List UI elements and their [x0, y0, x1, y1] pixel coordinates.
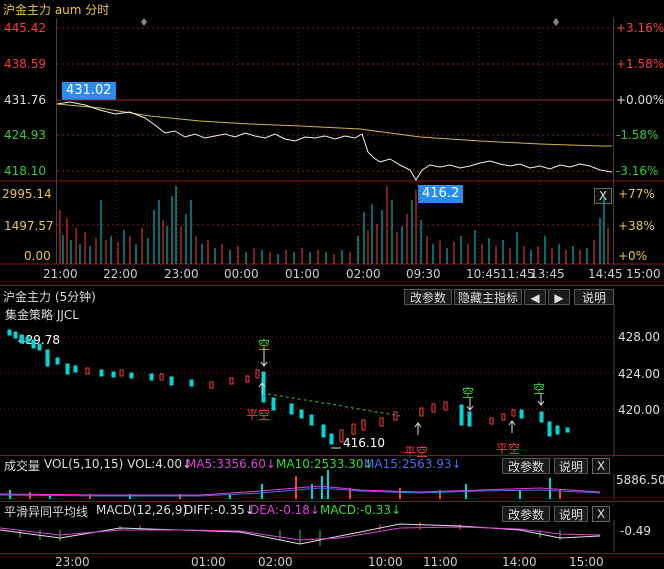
time-label: 11:00: [423, 555, 458, 569]
vol-ma10: MA10:2533.30↓: [276, 457, 374, 471]
time-label: 01:00: [285, 267, 320, 281]
cover-signal: 平空: [246, 408, 271, 422]
pct-label: +1.58%: [616, 57, 664, 71]
kline-title: 沪金主力 (5分钟): [3, 290, 96, 304]
time-label: 00:00: [224, 267, 259, 281]
vol-ma5: MA5:3356.60↓: [186, 457, 276, 471]
volume-label: 1497.57: [4, 219, 54, 233]
cover-signal: 平空: [496, 442, 521, 456]
volume-cursor-tag: 416.2: [418, 185, 464, 203]
macd-value-label: -0.49: [620, 524, 652, 538]
time-label: 01:00: [191, 555, 226, 569]
vol-value-label: 5886.50: [616, 473, 664, 487]
time-label: 22:00: [103, 267, 138, 281]
kline-price-label: 420.00: [618, 403, 660, 417]
help-button[interactable]: 说明: [574, 289, 614, 305]
time-label: 23:00: [55, 555, 90, 569]
macd-value: MACD:-0.33↓: [320, 503, 402, 517]
time-label: 15:00: [569, 555, 604, 569]
volume-pct-label: +77%: [618, 187, 655, 201]
vol-close-button[interactable]: X: [592, 458, 610, 474]
price-label: 438.59: [4, 57, 46, 71]
close-button[interactable]: X: [594, 188, 612, 204]
prev-button[interactable]: ◀: [524, 289, 546, 305]
pct-label: -3.16%: [616, 164, 659, 178]
macd-help-button[interactable]: 说明: [554, 506, 588, 522]
volume-label: 2995.14: [2, 187, 52, 201]
time-label: 09:30: [406, 267, 441, 281]
pct-label: +0.00%: [616, 93, 664, 107]
macd-panel-divider: [0, 501, 664, 502]
macd-dea: DEA:-0.18↓: [250, 503, 320, 517]
sell-signal: 空: [462, 386, 475, 400]
time-label: 15:00: [626, 267, 661, 281]
macd-diff: DIFF:-0.35↓: [184, 503, 255, 517]
pct-label: +3.16%: [616, 21, 664, 35]
low-label: 416.10: [343, 436, 385, 450]
vol-indicator: VOL(5,10,15) VOL:4.00↓: [44, 457, 193, 471]
time-label: 10:00: [368, 555, 403, 569]
time-label: 11:45: [500, 267, 535, 281]
price-label: 431.76: [4, 93, 46, 107]
macd-edit-params-button[interactable]: 改参数: [502, 506, 550, 522]
macd-close-button[interactable]: X: [592, 506, 610, 522]
vol-edit-params-button[interactable]: 改参数: [502, 458, 550, 474]
time-label: 21:00: [43, 267, 78, 281]
pct-label: -1.58%: [616, 128, 659, 142]
time-label: 10:45: [466, 267, 501, 281]
hide-main-indicator-button[interactable]: 隐藏主指标: [454, 289, 522, 305]
kline-price-label: 428.00: [618, 330, 660, 344]
time-label: 13:45: [530, 267, 565, 281]
time-label: 23:00: [164, 267, 199, 281]
time-label: 02:00: [258, 555, 293, 569]
time-label: 14:00: [502, 555, 537, 569]
time-label: 14:45: [588, 267, 623, 281]
intraday-chart: [0, 18, 664, 265]
chart-title: 沪金主力 aum 分时: [3, 3, 110, 17]
sell-signal: 空: [258, 338, 271, 352]
vol-help-button[interactable]: 说明: [554, 458, 588, 474]
top-border-right: [613, 18, 614, 264]
panel-divider: [0, 285, 664, 286]
bottom-axis-divider: [0, 553, 664, 554]
price-cursor-tag: 431.02: [62, 82, 116, 100]
next-button[interactable]: ▶: [548, 289, 570, 305]
vol-panel-divider: [0, 455, 664, 456]
vol-ma15: MA15:2563.93↓: [364, 457, 462, 471]
kline-price-label: 424.00: [618, 367, 660, 381]
macd-panel-name: 平滑异同平均线: [4, 505, 89, 519]
strategy-label: 集金策略 JJCL: [5, 308, 79, 322]
price-label: 418.10: [4, 164, 46, 178]
time-label: 02:00: [346, 267, 381, 281]
volume-label: 0.00: [24, 249, 51, 263]
price-label: 445.42: [4, 21, 46, 35]
volume-pct-label: +0%: [618, 249, 648, 263]
volume-pct-label: +38%: [618, 219, 655, 233]
macd-indicator: MACD(12,26,9): [96, 503, 188, 517]
volume-bars: [59, 186, 609, 264]
top-border-left: [56, 18, 57, 264]
price-label: 424.93: [4, 128, 46, 142]
vol-panel-name: 成交量: [4, 459, 41, 473]
edit-params-button[interactable]: 改参数: [404, 289, 452, 305]
sell-signal: 空: [533, 382, 546, 396]
